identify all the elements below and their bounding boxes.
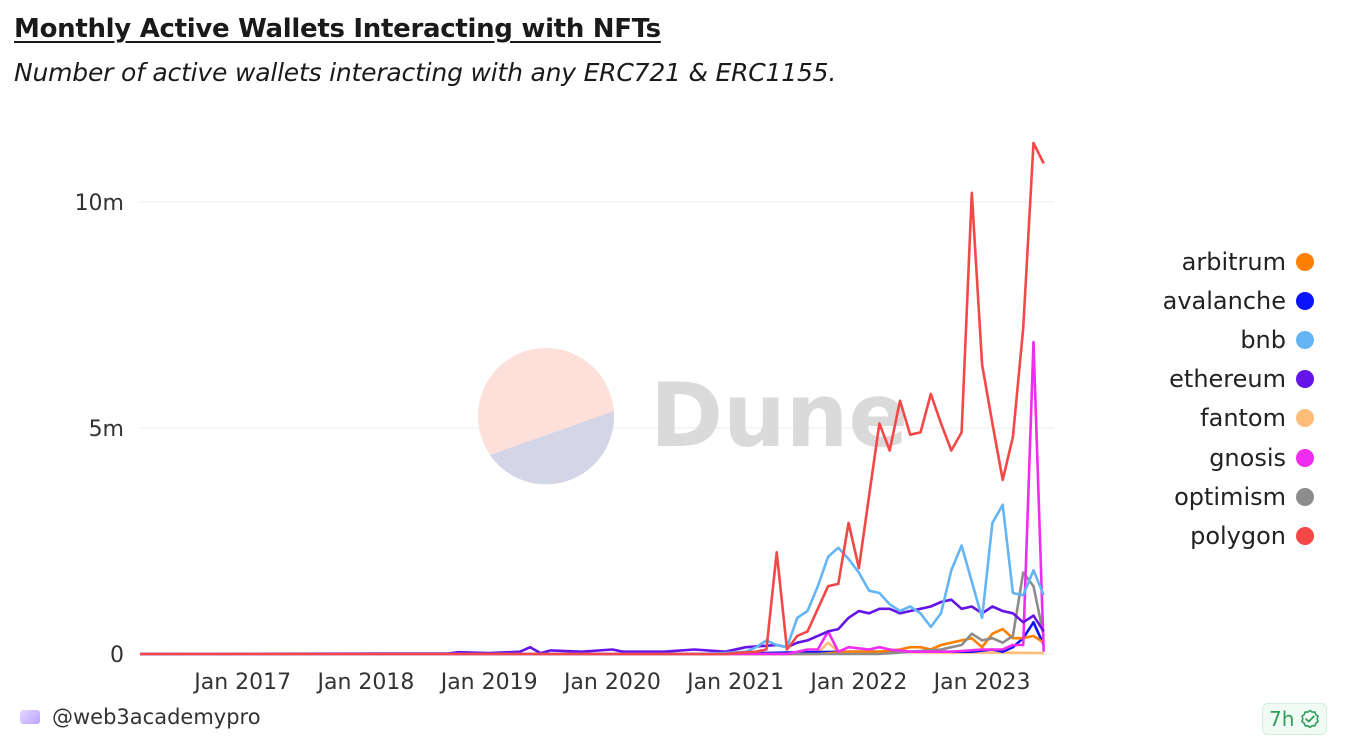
legend-dot-icon xyxy=(1296,291,1314,310)
refresh-badge[interactable]: 7h xyxy=(1262,703,1328,735)
y-axis: 0 5m 10m xyxy=(75,191,124,668)
x-tick-label: Jan 2018 xyxy=(315,670,414,695)
y-tick-label: 10m xyxy=(75,191,124,216)
legend-label: gnosis xyxy=(1209,443,1286,472)
legend-label: arbitrum xyxy=(1181,247,1286,276)
web3-academy-logo-icon xyxy=(20,710,40,724)
legend-item-fantom[interactable]: fantom xyxy=(1163,399,1314,438)
series-line-arbitrum[interactable] xyxy=(140,627,1045,656)
series-line-avalanche[interactable] xyxy=(140,621,1045,656)
author[interactable]: @web3academypro xyxy=(20,705,261,729)
legend-item-gnosis[interactable]: gnosis xyxy=(1163,438,1314,477)
verified-check-icon xyxy=(1301,709,1320,729)
x-tick-label: Jan 2022 xyxy=(808,670,907,695)
x-tick-label: Jan 2023 xyxy=(932,670,1031,695)
legend-dot-icon xyxy=(1296,370,1314,389)
legend-item-arbitrum[interactable]: arbitrum xyxy=(1163,242,1314,281)
series-line-polygon[interactable] xyxy=(140,141,1045,656)
x-tick-label: Jan 2021 xyxy=(685,670,784,695)
dune-watermark: Dune xyxy=(478,348,908,485)
x-tick-label: Jan 2020 xyxy=(562,670,661,695)
legend-label: ethereum xyxy=(1169,365,1286,394)
legend-dot-icon xyxy=(1296,252,1314,271)
legend-dot-icon xyxy=(1296,409,1314,428)
legend-dot-icon xyxy=(1296,330,1314,349)
x-tick-label: Jan 2019 xyxy=(439,670,538,695)
legend-label: bnb xyxy=(1240,325,1286,354)
legend-item-ethereum[interactable]: ethereum xyxy=(1163,360,1314,399)
x-axis: Jan 2017 Jan 2018 Jan 2019 Jan 2020 Jan 2021… xyxy=(192,670,1030,695)
refresh-age: 7h xyxy=(1269,707,1295,731)
legend-item-polygon[interactable]: polygon xyxy=(1163,516,1314,555)
legend-label: polygon xyxy=(1190,521,1286,550)
author-handle[interactable]: @web3academypro xyxy=(52,705,261,729)
legend-item-bnb[interactable]: bnb xyxy=(1163,320,1314,359)
series-line-ethereum[interactable] xyxy=(139,598,1045,656)
legend-label: fantom xyxy=(1200,404,1286,433)
series-line-optimism[interactable] xyxy=(140,571,1045,656)
legend-label: optimism xyxy=(1174,482,1286,511)
legend-dot-icon xyxy=(1296,448,1314,467)
legend-label: avalanche xyxy=(1162,286,1286,315)
legend-item-optimism[interactable]: optimism xyxy=(1163,477,1314,516)
series-line-gnosis[interactable] xyxy=(140,340,1045,656)
series-line-bnb[interactable] xyxy=(140,503,1045,656)
x-tick-label: Jan 2017 xyxy=(192,670,291,695)
legend: arbitrum avalanche bnb ethereum fantom gnosis… xyxy=(1163,242,1314,556)
y-tick-label: 0 xyxy=(110,643,124,668)
legend-dot-icon xyxy=(1296,487,1314,506)
chart-subtitle: Number of active wallets interacting wit… xyxy=(14,58,837,87)
watermark-text: Dune xyxy=(650,364,908,467)
series-lines xyxy=(139,141,1045,656)
chart-title[interactable]: Monthly Active Wallets Interacting with … xyxy=(14,14,661,44)
y-tick-label: 5m xyxy=(89,417,124,442)
legend-item-avalanche[interactable]: avalanche xyxy=(1163,281,1314,320)
legend-dot-icon xyxy=(1296,526,1314,545)
